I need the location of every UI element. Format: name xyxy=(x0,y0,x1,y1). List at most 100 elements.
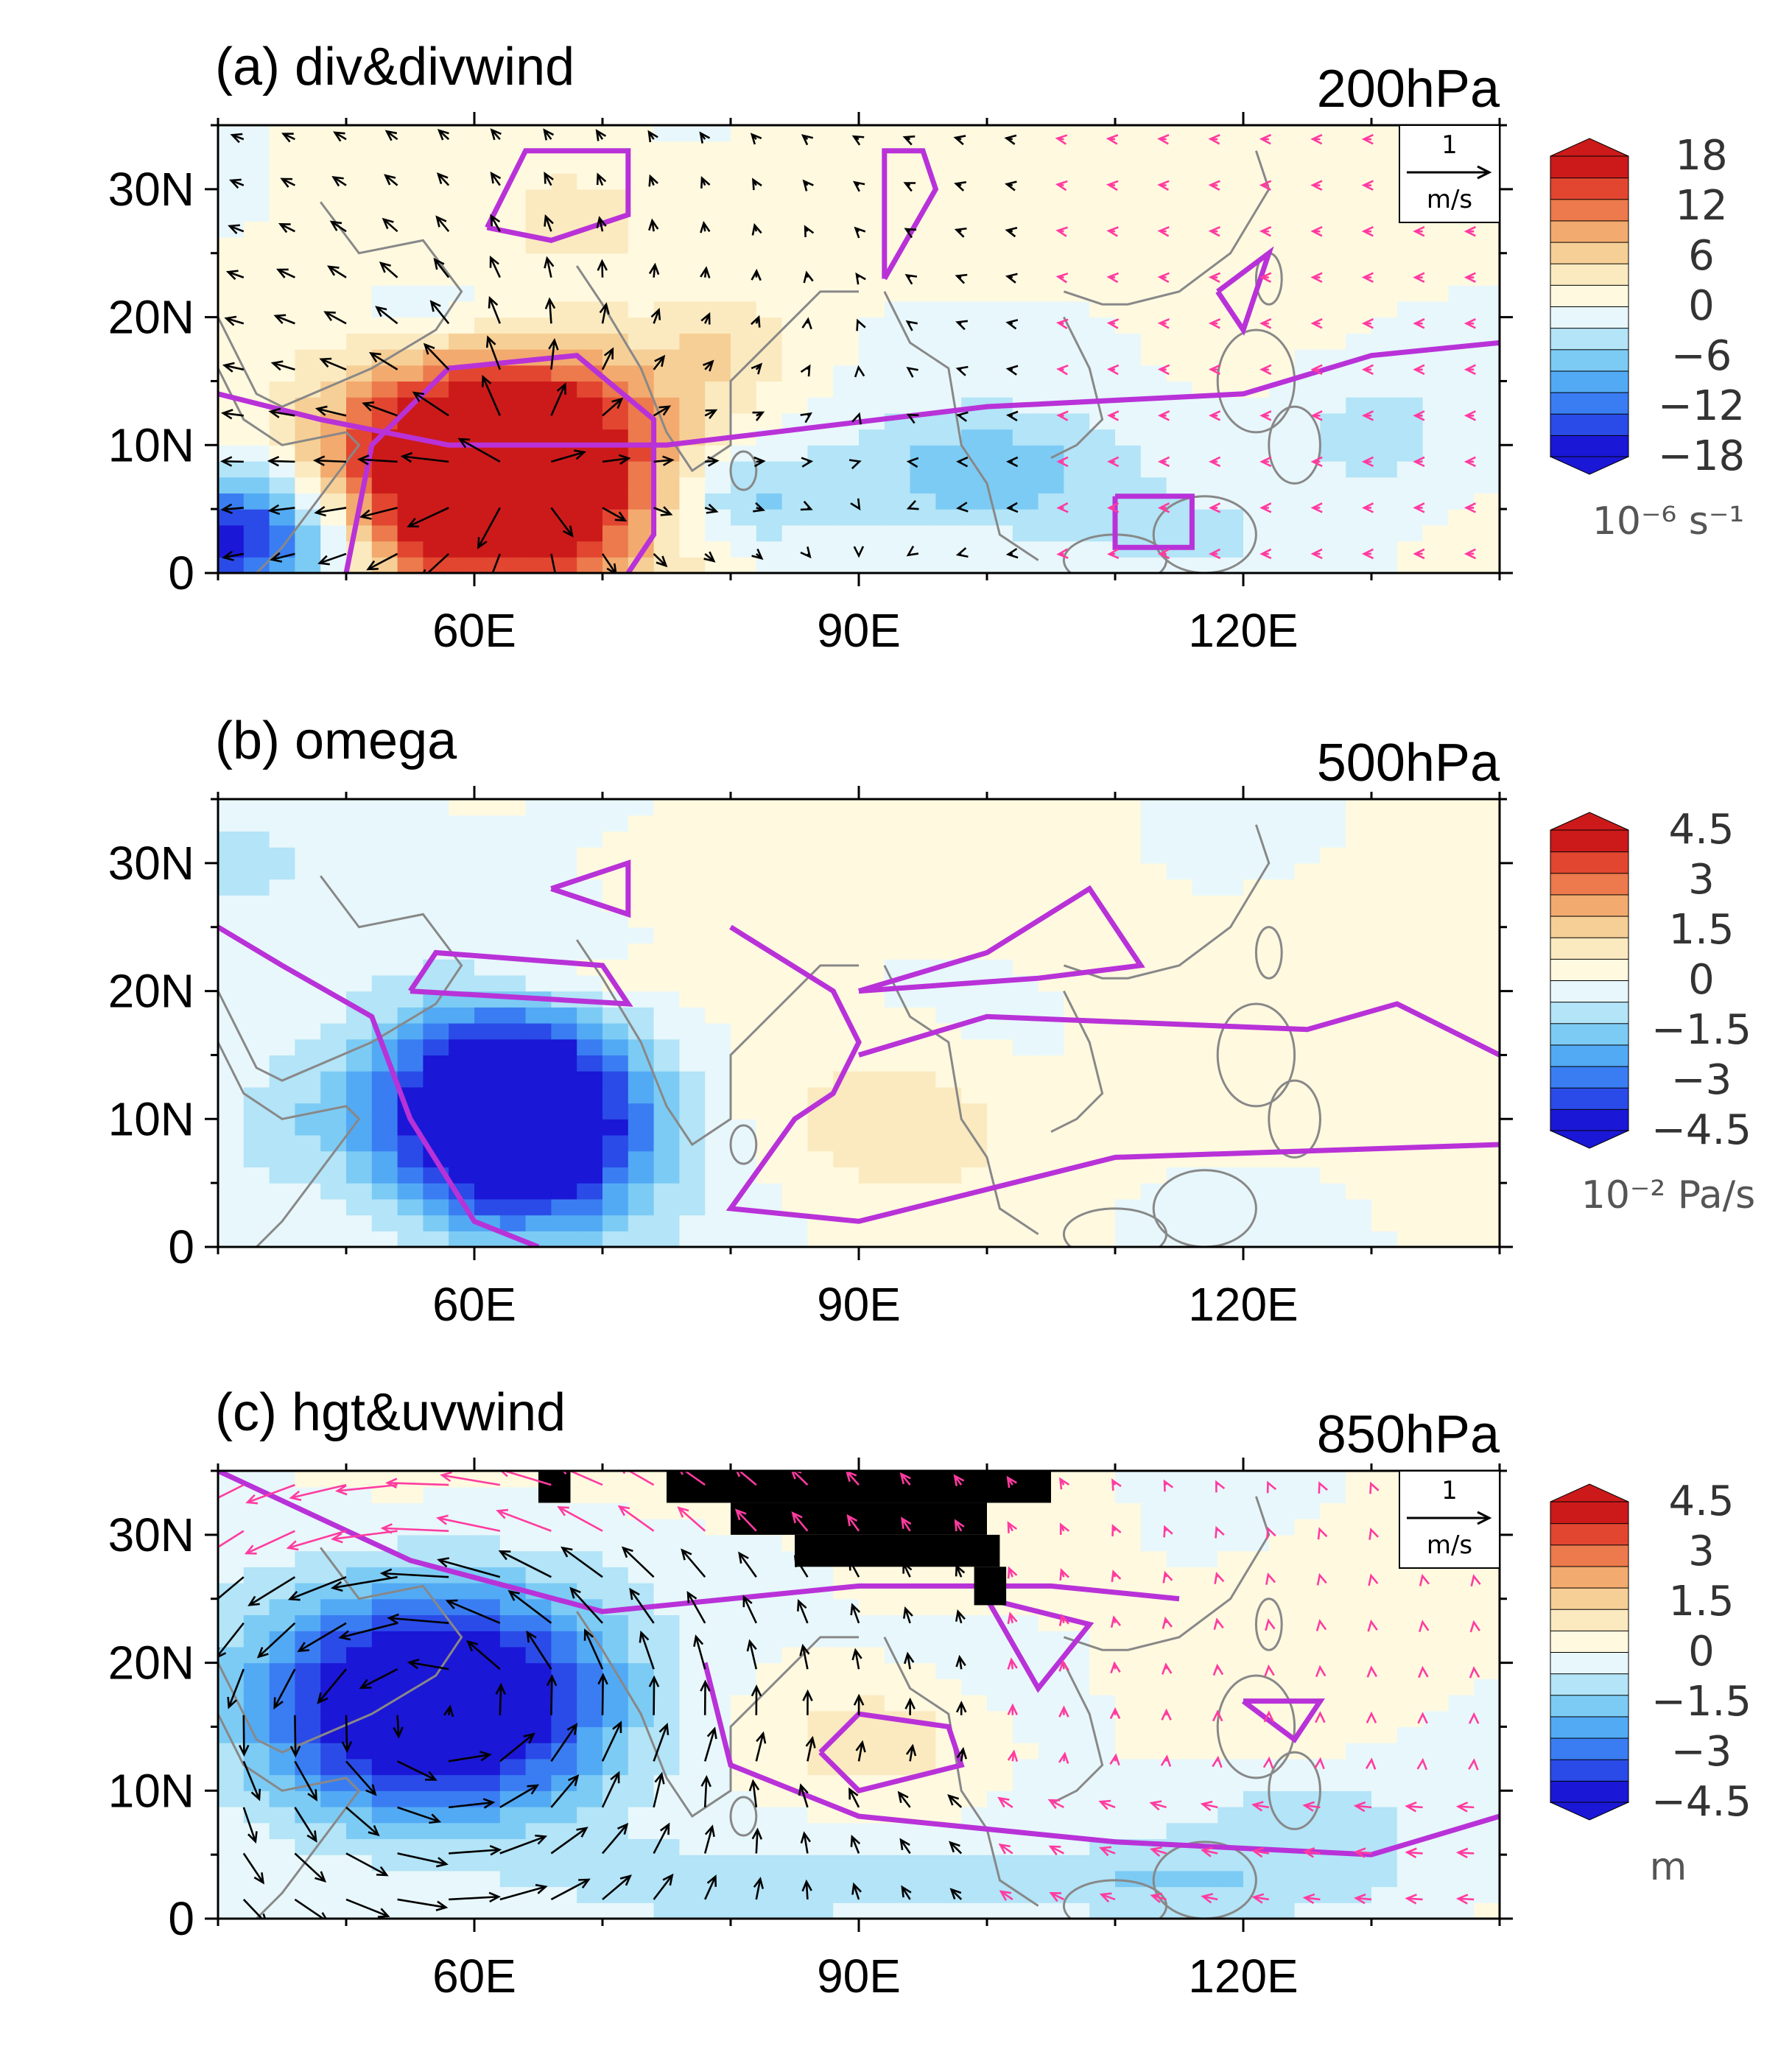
field-cell xyxy=(1064,429,1090,446)
field-cell xyxy=(1422,221,1449,238)
field-cell xyxy=(218,1135,245,1152)
wind-arrow-head xyxy=(1361,180,1374,191)
shaded-field xyxy=(218,1471,1500,1919)
field-cell xyxy=(218,1567,245,1584)
field-cell xyxy=(1192,879,1218,896)
field-cell xyxy=(218,879,245,896)
field-cell xyxy=(1115,1758,1142,1776)
field-cell xyxy=(731,157,757,174)
field-cell xyxy=(1166,381,1192,398)
field-cell xyxy=(679,365,706,382)
field-cell xyxy=(1140,1567,1167,1584)
field-cell xyxy=(1038,189,1064,206)
field-cell xyxy=(910,1150,936,1168)
field-cell xyxy=(1448,1038,1475,1056)
field-cell xyxy=(807,1150,834,1168)
field-cell xyxy=(423,1103,449,1120)
field-cell xyxy=(423,862,449,880)
wind-arrow-head xyxy=(851,412,862,425)
field-cell xyxy=(525,1550,552,1567)
field-cell xyxy=(1422,1183,1449,1200)
field-cell xyxy=(602,285,629,302)
field-cell xyxy=(705,381,731,398)
field-cell xyxy=(1268,1183,1296,1200)
field-cell xyxy=(705,1038,731,1056)
field-cell xyxy=(859,349,885,366)
field-cell xyxy=(602,943,629,960)
field-cell xyxy=(1217,1503,1244,1519)
field-cell xyxy=(551,831,577,848)
field-cell xyxy=(449,1662,475,1679)
field-cell xyxy=(423,1486,449,1504)
field-cell xyxy=(705,959,731,976)
field-cell xyxy=(397,1071,424,1088)
field-cell xyxy=(1320,1150,1346,1168)
field-cell xyxy=(577,1167,603,1184)
field-cell xyxy=(807,1167,834,1184)
field-cell xyxy=(320,1198,347,1216)
field-cell xyxy=(987,1855,1013,1871)
field-cell xyxy=(295,365,321,382)
field-cell xyxy=(1038,1774,1064,1791)
field-cell xyxy=(371,541,398,558)
field-cell xyxy=(1115,381,1142,398)
wind-arrow-head xyxy=(1259,364,1272,376)
field-cell xyxy=(756,815,783,832)
field-cell xyxy=(1089,1822,1116,1840)
wind-arrow-head xyxy=(490,171,502,184)
wind-arrow xyxy=(384,175,398,186)
field-cell xyxy=(1243,1855,1270,1871)
field-cell xyxy=(1166,125,1192,142)
field-cell xyxy=(1243,1167,1270,1184)
field-cell xyxy=(602,831,629,848)
wind-arrow xyxy=(601,348,614,370)
wind-arrow-head xyxy=(753,502,765,513)
field-cell xyxy=(371,862,398,880)
field-cell xyxy=(499,493,527,510)
field-cell xyxy=(705,815,731,832)
wind-arrow-head xyxy=(1056,502,1069,513)
field-cell xyxy=(884,1614,911,1631)
field-cell xyxy=(577,1550,603,1567)
field-cell xyxy=(449,1855,475,1871)
field-cell xyxy=(679,1583,706,1600)
field-cell xyxy=(1371,879,1398,896)
field-cell xyxy=(525,895,552,912)
field-cell xyxy=(961,1710,988,1728)
field-cell xyxy=(1166,524,1192,542)
field-cell xyxy=(1064,1695,1090,1712)
field-cell xyxy=(1346,429,1372,446)
field-cell xyxy=(218,1198,245,1216)
field-cell xyxy=(987,509,1013,526)
field-cell xyxy=(577,269,603,286)
field-cell xyxy=(1115,1726,1142,1743)
field-cell xyxy=(1012,285,1039,302)
field-cell xyxy=(371,1231,398,1247)
field-cell xyxy=(705,847,731,864)
field-cell xyxy=(961,1167,988,1184)
field-cell xyxy=(1089,1071,1116,1088)
field-cell xyxy=(705,1150,731,1168)
wind-arrow xyxy=(459,437,501,463)
field-cell xyxy=(935,1567,962,1584)
wind-arrow-head xyxy=(1107,502,1120,513)
field-cell xyxy=(1243,1902,1270,1919)
field-cell xyxy=(679,911,706,928)
field-cell xyxy=(756,879,783,896)
field-cell xyxy=(1346,301,1372,318)
field-cell xyxy=(320,524,347,542)
field-cell xyxy=(653,911,680,928)
field-cell xyxy=(1422,461,1449,478)
field-cell xyxy=(1243,879,1270,896)
field-cell xyxy=(1320,1662,1346,1679)
field-cell xyxy=(1474,1007,1500,1024)
field-cell xyxy=(1217,1567,1244,1584)
field-cell xyxy=(1243,509,1270,526)
wind-arrow-head xyxy=(356,454,370,465)
field-cell xyxy=(346,205,373,222)
field-cell xyxy=(525,974,552,992)
wind-arrow-head xyxy=(606,563,617,573)
wind-arrow-head xyxy=(412,391,425,402)
field-cell xyxy=(628,1807,655,1824)
